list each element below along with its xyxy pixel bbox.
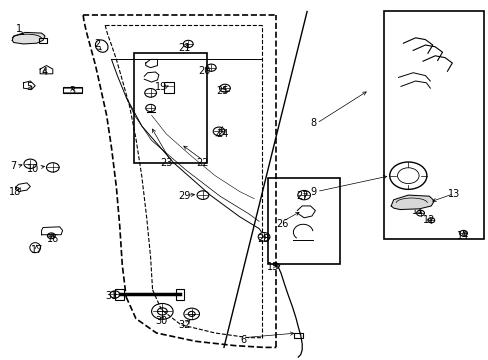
- Text: 12: 12: [422, 215, 435, 225]
- Polygon shape: [12, 32, 45, 44]
- Bar: [39, 38, 47, 43]
- Text: 2: 2: [95, 39, 101, 49]
- Text: 3: 3: [69, 86, 75, 96]
- Bar: [115, 289, 124, 300]
- Bar: [163, 82, 173, 93]
- Text: 32: 32: [178, 320, 191, 330]
- Text: 15: 15: [266, 262, 279, 272]
- Text: 28: 28: [256, 234, 269, 244]
- Text: 8: 8: [309, 118, 315, 128]
- Text: 19: 19: [155, 82, 167, 92]
- Text: 29: 29: [178, 191, 191, 201]
- Text: 10: 10: [27, 164, 40, 174]
- Text: 31: 31: [105, 291, 118, 301]
- Text: 17: 17: [30, 245, 43, 255]
- Text: 23: 23: [160, 158, 172, 168]
- Text: 21: 21: [178, 42, 191, 53]
- Bar: [134, 53, 206, 163]
- Text: 1: 1: [16, 24, 21, 34]
- Text: 4: 4: [42, 67, 48, 77]
- Text: 6: 6: [240, 335, 246, 345]
- Text: 26: 26: [276, 219, 288, 229]
- Bar: [383, 11, 483, 239]
- Text: 11: 11: [411, 206, 424, 216]
- Text: 24: 24: [216, 129, 228, 139]
- Bar: [293, 333, 302, 338]
- Text: 14: 14: [456, 231, 469, 241]
- Text: 7: 7: [11, 161, 17, 171]
- Text: 25: 25: [216, 86, 228, 96]
- Text: 27: 27: [295, 191, 308, 201]
- Text: 22: 22: [196, 158, 209, 168]
- Text: 20: 20: [198, 66, 210, 76]
- Text: 13: 13: [447, 189, 459, 199]
- Text: 5: 5: [26, 82, 32, 92]
- Text: 18: 18: [8, 186, 21, 197]
- Bar: [62, 87, 82, 93]
- Text: 16: 16: [46, 234, 59, 244]
- Bar: [267, 178, 340, 264]
- Polygon shape: [390, 195, 433, 210]
- Text: 9: 9: [309, 186, 315, 197]
- Bar: [175, 289, 184, 300]
- Text: 30: 30: [155, 316, 167, 326]
